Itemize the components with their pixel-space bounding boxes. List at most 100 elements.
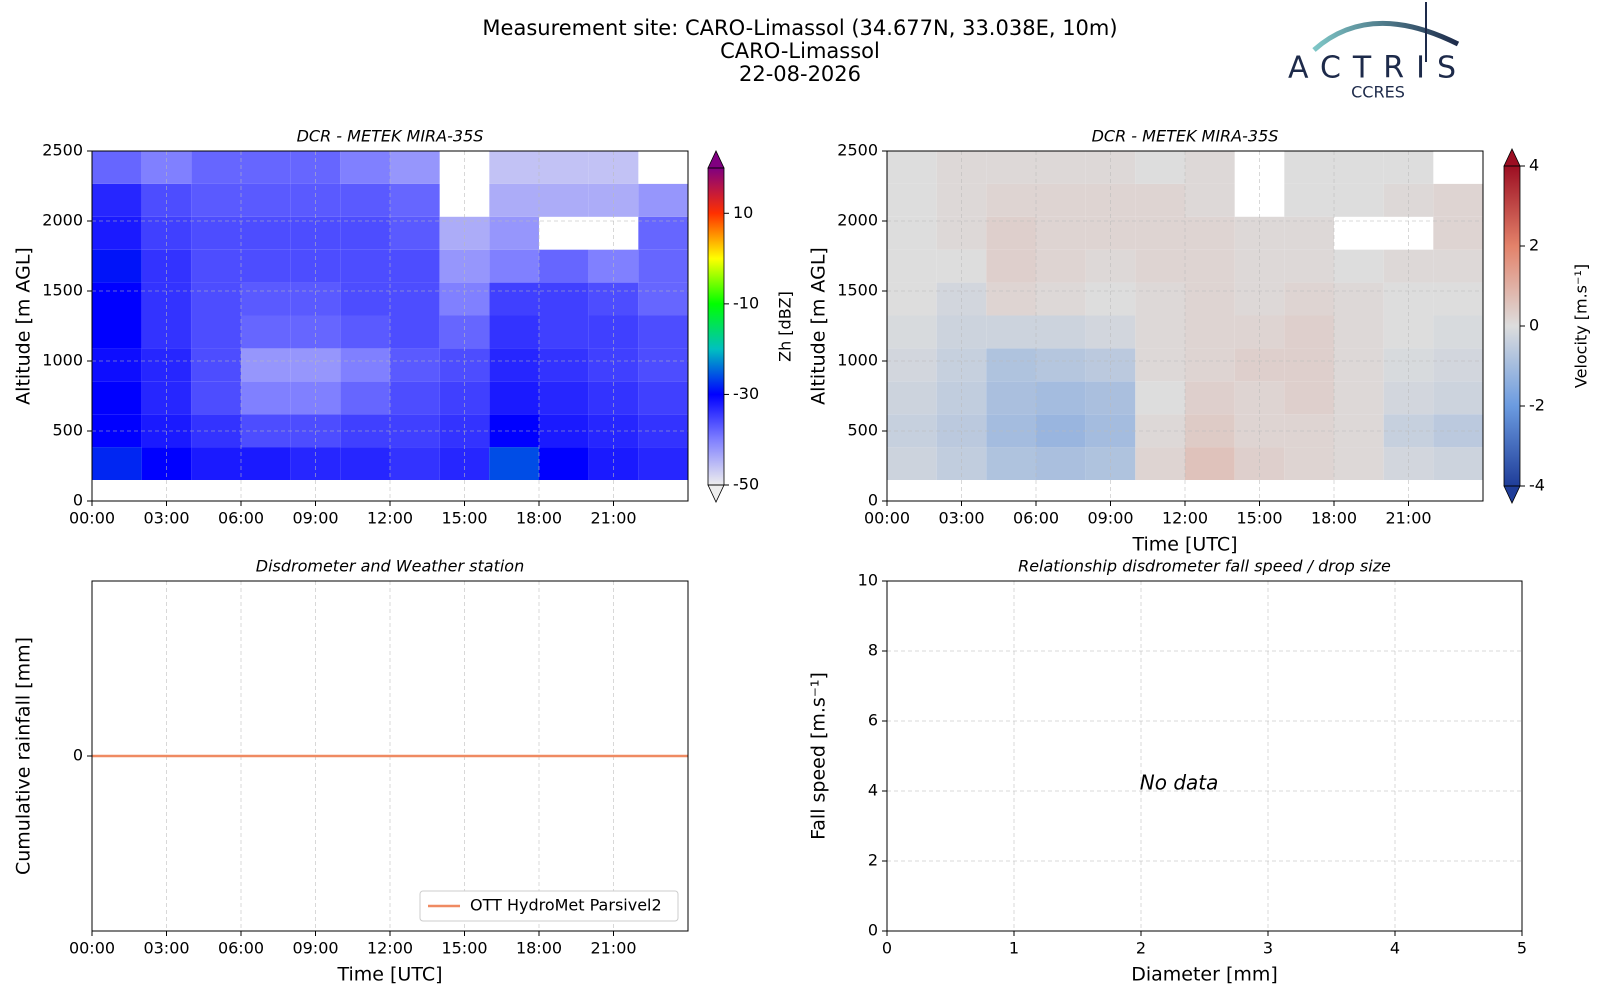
heatmap-cell <box>1185 348 1235 382</box>
plot-frame <box>886 150 1484 502</box>
colorbar-label: Zh [dBZ] <box>776 291 795 362</box>
heatmap-cell <box>191 216 241 250</box>
heatmap-cell <box>1036 381 1086 415</box>
heatmap-cell <box>887 282 937 316</box>
y-tick-label: 2000 <box>837 211 878 230</box>
heatmap-cell <box>1284 183 1334 217</box>
x-tick-label: 3 <box>1263 939 1273 958</box>
heatmap-cell <box>1334 151 1384 184</box>
heatmap-cell <box>390 151 440 184</box>
y-tick-label: 500 <box>52 421 83 440</box>
heatmap-cell <box>887 447 937 480</box>
x-tick-label: 09:00 <box>1087 509 1133 528</box>
heatmap-cell <box>340 447 390 480</box>
heatmap-cell <box>489 249 539 283</box>
heatmap-cell <box>241 381 291 415</box>
x-tick-label: 09:00 <box>292 939 338 958</box>
heatmap-cell <box>986 348 1036 382</box>
colorbar <box>1504 166 1520 486</box>
heatmap-cell <box>241 282 291 316</box>
heatmap-cell <box>340 348 390 382</box>
y-tick-label: 8 <box>868 641 878 660</box>
heatmap-cell <box>1036 183 1086 217</box>
heatmap-cell <box>638 282 688 316</box>
logo: ACTRIS CCRES <box>1288 2 1468 102</box>
heatmap-cell <box>489 183 539 217</box>
x-tick-label: 2 <box>1136 939 1146 958</box>
x-tick-label: 00:00 <box>69 939 115 958</box>
heatmap-cell <box>1433 249 1483 283</box>
heatmap-cell <box>489 447 539 480</box>
x-tick-label: 09:00 <box>292 509 338 528</box>
heatmap-cell <box>92 249 142 283</box>
heatmap-cell <box>1334 282 1384 316</box>
heatmap-cell <box>241 151 291 184</box>
x-tick-label: 12:00 <box>367 939 413 958</box>
colorbar-label: Velocity [m.s⁻¹] <box>1572 264 1591 388</box>
heatmap-cell <box>1433 282 1483 316</box>
heatmap-cell <box>1135 282 1185 316</box>
heatmap-cell <box>1135 151 1185 184</box>
figure-title: Measurement site: CARO-Limassol (34.677N… <box>482 16 1117 40</box>
heatmap-cell <box>92 282 142 316</box>
heatmap-cell <box>1284 282 1334 316</box>
y-axis-label: Altitude [m AGL] <box>808 247 830 405</box>
heatmap-cell <box>241 249 291 283</box>
heatmap-cell <box>986 447 1036 480</box>
heatmap-cell <box>489 315 539 349</box>
heatmap-cell <box>390 282 440 316</box>
colorbar-extend-bottom <box>707 484 725 503</box>
x-tick-label: 18:00 <box>516 939 562 958</box>
heatmap-cell <box>638 348 688 382</box>
heatmap-cell <box>1036 249 1086 283</box>
x-tick-label: 21:00 <box>1385 509 1431 528</box>
y-tick-label: 2500 <box>42 141 83 160</box>
colorbar-tick-label: -30 <box>733 384 759 403</box>
plot-frame <box>91 150 689 502</box>
heatmap-cell <box>340 183 390 217</box>
y-tick-label: 0 <box>868 491 878 510</box>
x-tick-label: 03:00 <box>938 509 984 528</box>
colorbar-tick-label: 2 <box>1529 236 1539 255</box>
heatmap-cell <box>1185 282 1235 316</box>
y-axis-label: Fall speed [m.s⁻¹] <box>808 672 830 840</box>
heatmap-cell <box>1284 249 1334 283</box>
heatmap-cell <box>340 249 390 283</box>
heatmap-cell <box>1334 183 1384 217</box>
x-tick-label: 0 <box>882 939 892 958</box>
heatmap-cell <box>887 216 937 250</box>
plot-frame <box>91 580 689 932</box>
colorbar-extend-top <box>707 150 725 169</box>
x-tick-label: 4 <box>1390 939 1400 958</box>
heatmap-cell <box>638 216 688 250</box>
x-axis-label: Diameter [mm] <box>1131 964 1278 986</box>
colorbar-tick-label: 10 <box>733 203 753 222</box>
x-tick-label: 21:00 <box>590 509 636 528</box>
x-axis-label: Time [UTC] <box>336 964 442 986</box>
heatmap-cell <box>1185 447 1235 480</box>
y-axis-label: Altitude [m AGL] <box>13 247 35 405</box>
heatmap-cell <box>340 381 390 415</box>
heatmap-cell <box>191 282 241 316</box>
logo-name: ACTRIS <box>1288 51 1468 86</box>
heatmap-cell <box>92 315 142 349</box>
plot-area <box>887 581 1522 931</box>
colorbar-tick-label: -4 <box>1529 476 1545 495</box>
x-tick-label: 5 <box>1517 939 1527 958</box>
heatmap-cell <box>92 381 142 415</box>
heatmap-cell <box>1036 447 1086 480</box>
heatmap-cell <box>887 315 937 349</box>
heatmap-cell <box>1433 183 1483 217</box>
panel-title: DCR - METEK MIRA-35S <box>1092 127 1279 146</box>
panel: 0 00:00 03:00 06:00 09:00 12:00 15:00 18:00 21:0… <box>13 557 689 986</box>
heatmap-cell <box>887 151 937 184</box>
panel: 0 500 1000 1500 2000 2500 00:00 03:00 06:00 09:00… <box>808 127 1591 556</box>
heatmap-cell <box>1185 183 1235 217</box>
heatmap-cell <box>1334 447 1384 480</box>
colorbar-extend-top <box>1503 148 1521 167</box>
heatmap-cell <box>1334 381 1384 415</box>
heatmap-cell <box>241 447 291 480</box>
heatmap-cell <box>539 183 589 217</box>
heatmap-cell <box>1334 348 1384 382</box>
x-tick-label: 18:00 <box>516 509 562 528</box>
